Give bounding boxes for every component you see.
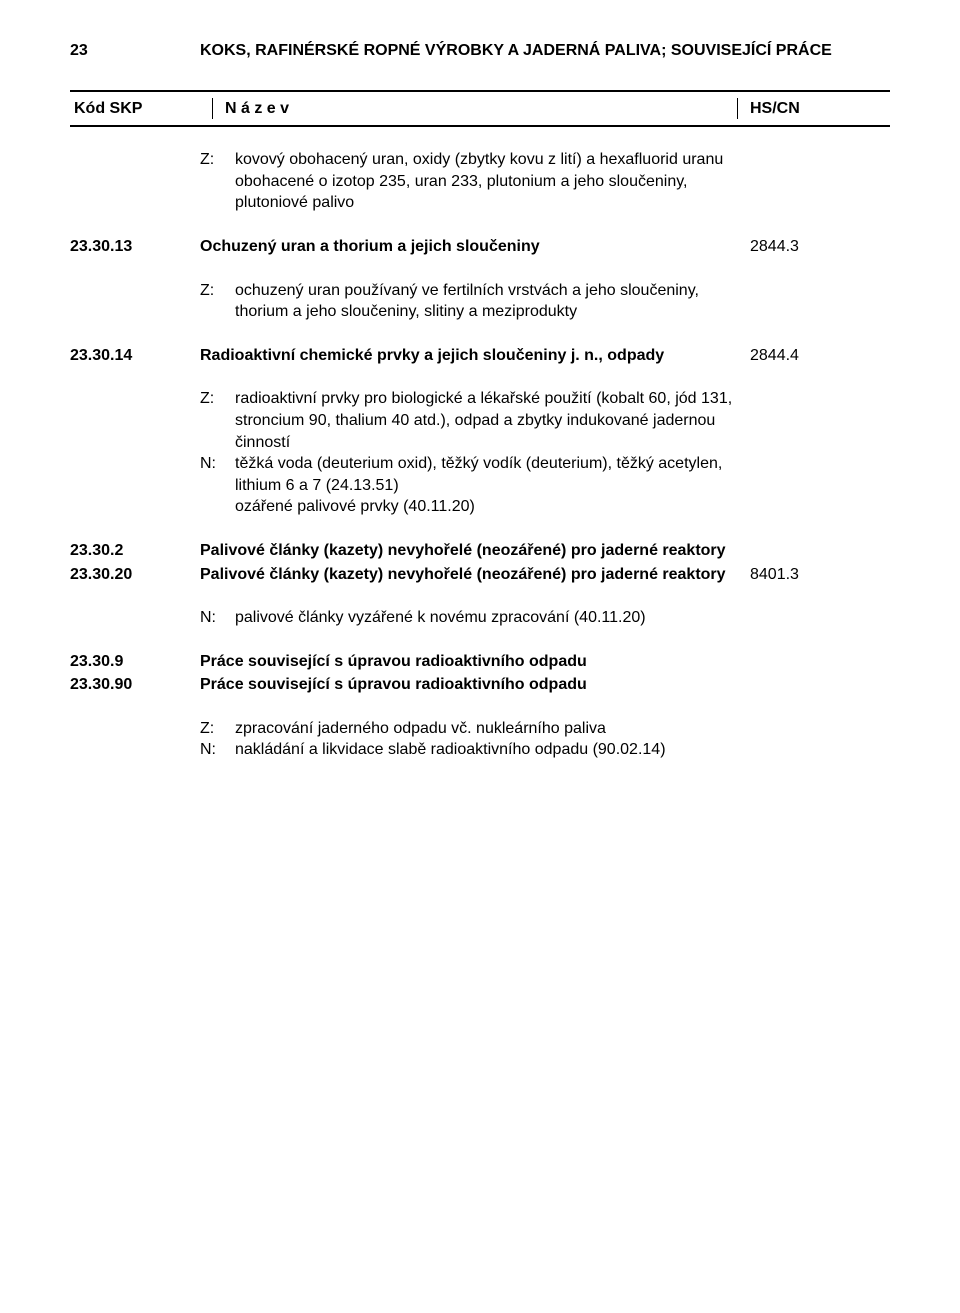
row-code: 23.30.90 [70, 674, 200, 696]
section-header: 23 KOKS, RAFINÉRSKÉ ROPNÉ VÝROBKY A JADE… [70, 40, 890, 62]
row-name: Práce související s úpravou radioaktivní… [200, 674, 750, 696]
table-row: 23.30.13 Ochuzený uran a thorium a jejic… [70, 236, 890, 258]
note-z-text: ochuzený uran používaný ve fertilních vr… [235, 280, 740, 323]
table-row: 23.30.2 Palivové články (kazety) nevyhoř… [70, 540, 890, 562]
row-name: Palivové články (kazety) nevyhořelé (neo… [200, 540, 750, 562]
col-head-kod: Kód SKP [70, 98, 213, 120]
note-block: N: palivové články vyzářené k novému zpr… [200, 607, 740, 629]
row-name: Práce související s úpravou radioaktivní… [200, 651, 750, 673]
note-z-prefix: Z: [200, 388, 235, 453]
table-row: 23.30.90 Práce související s úpravou rad… [70, 674, 890, 696]
note-z-text: kovový obohacený uran, oxidy (zbytky kov… [235, 149, 740, 214]
note-block: Z: radioaktivní prvky pro biologické a l… [200, 388, 740, 518]
note-n-prefix: N: [200, 739, 235, 761]
note-n-text: nakládání a likvidace slabě radioaktivní… [235, 739, 740, 761]
note-z-prefix: Z: [200, 280, 235, 323]
note-block: Z: zpracování jaderného odpadu vč. nukle… [200, 718, 740, 761]
section-title: KOKS, RAFINÉRSKÉ ROPNÉ VÝROBKY A JADERNÁ… [200, 40, 890, 62]
row-hs: 2844.4 [750, 345, 890, 367]
row-code: 23.30.14 [70, 345, 200, 367]
note-n-prefix: N: [200, 607, 235, 629]
row-hs [750, 651, 890, 673]
table-row: 23.30.14 Radioaktivní chemické prvky a j… [70, 345, 890, 367]
row-name: Palivové články (kazety) nevyhořelé (neo… [200, 564, 750, 586]
table-row: 23.30.20 Palivové články (kazety) nevyho… [70, 564, 890, 586]
note-n-text: palivové články vyzářené k novému zpraco… [235, 607, 740, 629]
row-code: 23.30.2 [70, 540, 200, 562]
table-header: Kód SKP N á z e v HS/CN [70, 90, 890, 128]
row-hs [750, 674, 890, 696]
note-n-prefix: N: [200, 453, 235, 496]
row-name: Ochuzený uran a thorium a jejich sloučen… [200, 236, 750, 258]
row-code: 23.30.13 [70, 236, 200, 258]
note-block: Z: ochuzený uran používaný ve fertilních… [200, 280, 740, 323]
row-hs: 8401.3 [750, 564, 890, 586]
note-n-text: těžká voda (deuterium oxid), těžký vodík… [235, 453, 740, 496]
row-code: 23.30.20 [70, 564, 200, 586]
note-extra-text: ozářené palivové prvky (40.11.20) [235, 496, 740, 518]
section-number: 23 [70, 40, 200, 62]
note-block: Z: kovový obohacený uran, oxidy (zbytky … [200, 149, 740, 214]
note-z-prefix: Z: [200, 718, 235, 740]
col-head-hscn: HS/CN [737, 98, 890, 120]
row-hs [750, 540, 890, 562]
note-blank-prefix [200, 496, 235, 518]
note-z-text: radioaktivní prvky pro biologické a léka… [235, 388, 740, 453]
row-name: Radioaktivní chemické prvky a jejich slo… [200, 345, 750, 367]
col-head-nazev: N á z e v [213, 98, 737, 120]
note-z-prefix: Z: [200, 149, 235, 214]
row-code: 23.30.9 [70, 651, 200, 673]
row-hs: 2844.3 [750, 236, 890, 258]
table-row: 23.30.9 Práce související s úpravou radi… [70, 651, 890, 673]
note-z-text: zpracování jaderného odpadu vč. nukleárn… [235, 718, 740, 740]
